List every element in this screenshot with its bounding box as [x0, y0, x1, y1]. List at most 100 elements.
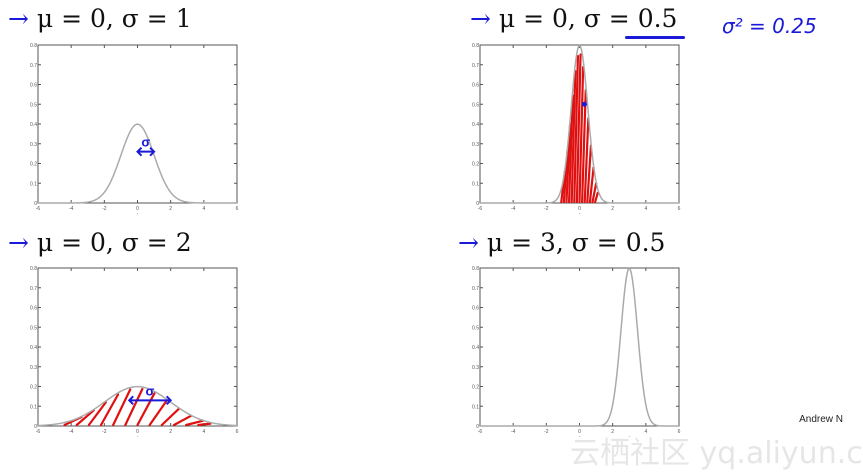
- y-tick-label: 0: [34, 424, 37, 430]
- underline-annotation: [625, 36, 685, 39]
- y-tick-label: 0.4: [30, 122, 37, 128]
- red-hatch-stroke: [136, 392, 156, 427]
- x-tick-label: 2: [611, 429, 614, 435]
- y-tick-label: 0.1: [30, 404, 37, 410]
- sigma-annotation: σ: [145, 383, 154, 398]
- y-tick-label: 0: [476, 201, 479, 207]
- sigma-width-arrow-icon: [136, 146, 156, 157]
- y-tick-label: 0.4: [472, 345, 479, 351]
- red-hatch-stroke: [185, 419, 205, 427]
- x-tick-label: 6: [678, 429, 681, 435]
- sigma-mark-icon: [581, 101, 587, 107]
- y-tick-label: 0.8: [30, 43, 37, 49]
- y-tick-label: 0.5: [472, 102, 479, 108]
- red-hatch-stroke: [99, 393, 120, 427]
- red-hatch-stroke: [565, 122, 572, 204]
- red-hatch-stroke: [172, 414, 193, 427]
- y-tick-label: 0.6: [472, 83, 479, 89]
- arrow-icon: →: [458, 228, 487, 257]
- x-tick-label: 4: [644, 206, 647, 212]
- y-tick-label: 0.7: [30, 63, 37, 69]
- red-hatch-stroke: [573, 54, 580, 204]
- x-tick-label: 4: [644, 429, 647, 435]
- plot-frame: [479, 267, 680, 427]
- gaussian-curve: [480, 267, 679, 427]
- x-tick-label: -6: [478, 206, 483, 212]
- x-tick-label: -4: [69, 206, 74, 212]
- red-hatch-stroke: [586, 144, 593, 204]
- sigma-width-arrow-icon: [127, 395, 173, 406]
- y-tick-label: 0.8: [30, 266, 37, 272]
- y-tick-label: 0.2: [30, 385, 37, 391]
- sigma-annotation: σ: [141, 135, 150, 150]
- x-tick-label: -2: [102, 206, 107, 212]
- y-tick-label: 0.3: [472, 365, 479, 371]
- chart-title-2: → μ = 0, σ = 0.5: [470, 4, 677, 33]
- red-hatch-stroke: [570, 69, 577, 204]
- red-hatch-stroke: [583, 117, 590, 204]
- title-text: μ = 0, σ = 2: [36, 228, 192, 257]
- red-hatch-stroke: [588, 166, 595, 204]
- y-tick-label: 0.6: [30, 306, 37, 312]
- y-tick-label: 0.1: [472, 181, 479, 187]
- x-tick-label: -6: [36, 206, 41, 212]
- x-tick-label: -4: [511, 429, 516, 435]
- y-tick-label: 0.4: [30, 345, 37, 351]
- x-tick-label: 0: [136, 429, 139, 435]
- x-tick-label: -4: [511, 206, 516, 212]
- gaussian-curve: [37, 385, 238, 427]
- red-hatch-stroke: [578, 66, 585, 204]
- red-hatch-stroke: [197, 422, 212, 427]
- y-tick-label: 0.6: [472, 306, 479, 312]
- red-hatch-stroke: [124, 387, 144, 427]
- arrow-icon: →: [470, 4, 499, 33]
- x-tick-label: 6: [236, 206, 239, 212]
- red-hatch-stroke: [87, 401, 107, 427]
- title-text: μ = 0, σ = 0.5: [498, 4, 678, 33]
- x-tick-label: 4: [202, 206, 205, 212]
- x-tick-label: -4: [69, 429, 74, 435]
- watermark: 云栖社区 yq.aliyun.com: [570, 436, 863, 471]
- red-hatch-stroke: [75, 409, 95, 427]
- y-tick-label: 0.8: [472, 43, 479, 49]
- gaussian-curve: [480, 44, 679, 204]
- y-tick-label: 0.6: [30, 83, 37, 89]
- y-tick-label: 0.2: [30, 162, 37, 168]
- red-hatch-stroke: [112, 388, 132, 427]
- plot-1: -6 -4 -2 0 2 4 6 0 0.1 0.2 0.3 0.4 0.5 0.6 0.7 0.8 σ: [30, 43, 239, 214]
- x-tick-label: 0: [578, 206, 581, 212]
- chart-title-4: → μ = 3, σ = 0.5: [458, 228, 665, 257]
- title-text: μ = 0, σ = 1: [36, 4, 192, 33]
- x-tick-label: 2: [169, 206, 172, 212]
- x-tick-label: -6: [478, 429, 483, 435]
- x-tick-label: -2: [102, 429, 107, 435]
- title-text: μ = 3, σ = 0.5: [486, 228, 666, 257]
- x-tick-label: 6: [678, 206, 681, 212]
- y-tick-label: 0: [34, 201, 37, 207]
- plot-3: -6 -4 -2 0 2 4 6 0 0.1 0.2 0.3 0.4 0.5 0.6 0.7 0.8 σ: [30, 266, 239, 437]
- variance-note: σ² = 0.25: [722, 14, 817, 38]
- red-hatch-stroke: [575, 53, 582, 204]
- x-tick-label: 0: [578, 429, 581, 435]
- y-tick-label: 0.7: [30, 286, 37, 292]
- arrow-icon: →: [8, 4, 37, 33]
- red-hatch-stroke: [591, 182, 598, 204]
- y-tick-label: 0.1: [472, 404, 479, 410]
- red-hatch-stroke: [594, 191, 599, 204]
- y-tick-label: 0.7: [472, 286, 479, 292]
- y-tick-label: 0.5: [30, 102, 37, 108]
- x-tick-label: -2: [544, 206, 549, 212]
- gaussian-curve: [38, 123, 237, 204]
- y-tick-label: 0: [476, 424, 479, 430]
- y-tick-label: 0.5: [472, 325, 479, 331]
- y-tick-label: 0.5: [30, 325, 37, 331]
- red-hatch-stroke: [148, 399, 168, 427]
- y-tick-label: 0.3: [30, 365, 37, 371]
- x-tick-label: 6: [236, 429, 239, 435]
- y-tick-label: 0.2: [472, 385, 479, 391]
- x-tick-label: 0: [136, 206, 139, 212]
- red-hatch-stroke: [581, 89, 587, 204]
- y-tick-label: 0.3: [30, 142, 37, 148]
- x-tick-label: -2: [544, 429, 549, 435]
